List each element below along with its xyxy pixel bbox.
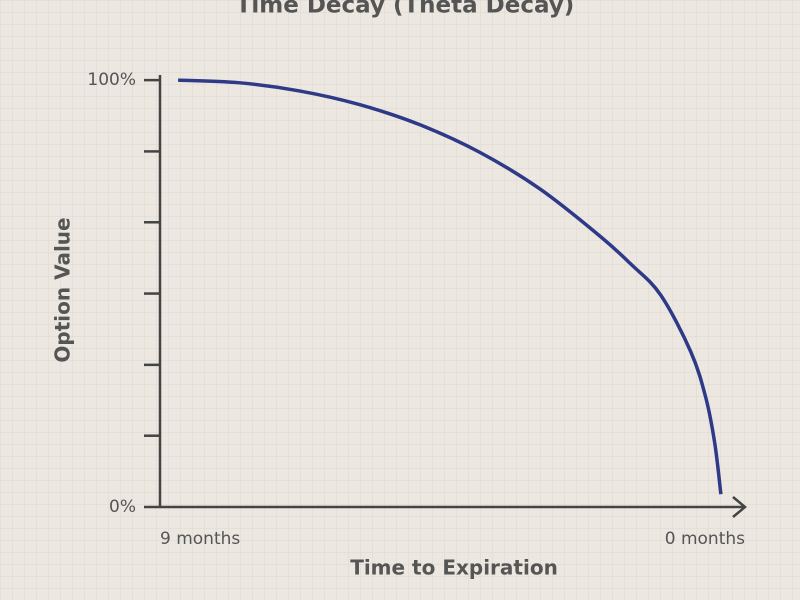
y-tick-label: 0% <box>109 497 136 517</box>
line-series <box>178 78 723 495</box>
x-axis-label: Time to Expiration <box>350 556 558 580</box>
x-tick-label: 9 months <box>160 529 240 549</box>
x-tick-label: 0 months <box>665 529 745 549</box>
x-axis-arrow <box>732 496 747 518</box>
chart-title: Time Decay (Theta Decay) <box>236 0 575 19</box>
y-axis-label: Option Value <box>51 217 75 362</box>
y-tick-label: 100% <box>87 70 136 90</box>
